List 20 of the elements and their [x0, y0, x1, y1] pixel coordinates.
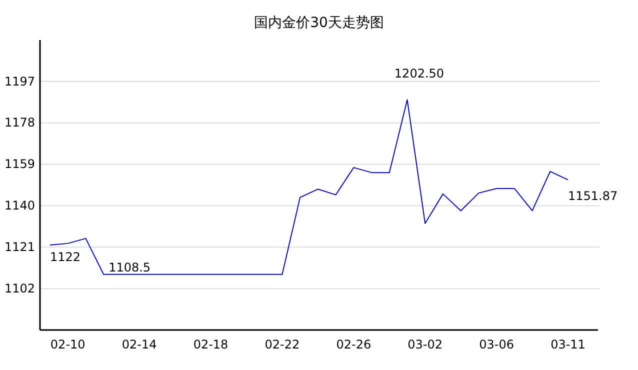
- chart-title: 国内金价30天走势图: [254, 15, 384, 31]
- x-tick-label: 03-06: [479, 338, 514, 352]
- data-label: 1108.5: [108, 260, 151, 274]
- x-tick-label: 02-22: [264, 338, 300, 352]
- y-tick-label: 1121: [4, 240, 35, 254]
- x-tick-label: 03-02: [408, 338, 443, 352]
- x-tick-label: 02-14: [122, 338, 157, 352]
- data-label: 1151.87: [568, 188, 618, 203]
- x-tick-label: 02-18: [193, 338, 228, 352]
- y-tick-label: 1178: [4, 116, 35, 130]
- x-tick-label: 02-26: [336, 338, 372, 352]
- x-tick-label: 03-11: [550, 338, 586, 352]
- line-series: [50, 99, 568, 275]
- y-tick-label: 1102: [4, 281, 35, 296]
- x-tick-label: 02-10: [50, 338, 86, 352]
- y-tick-label: 1197: [4, 74, 35, 88]
- y-tick-label: 1140: [4, 198, 35, 213]
- annotation: 1202.50: [394, 66, 444, 81]
- data-label: 1122: [50, 250, 81, 264]
- y-tick-label: 1159: [4, 157, 35, 172]
